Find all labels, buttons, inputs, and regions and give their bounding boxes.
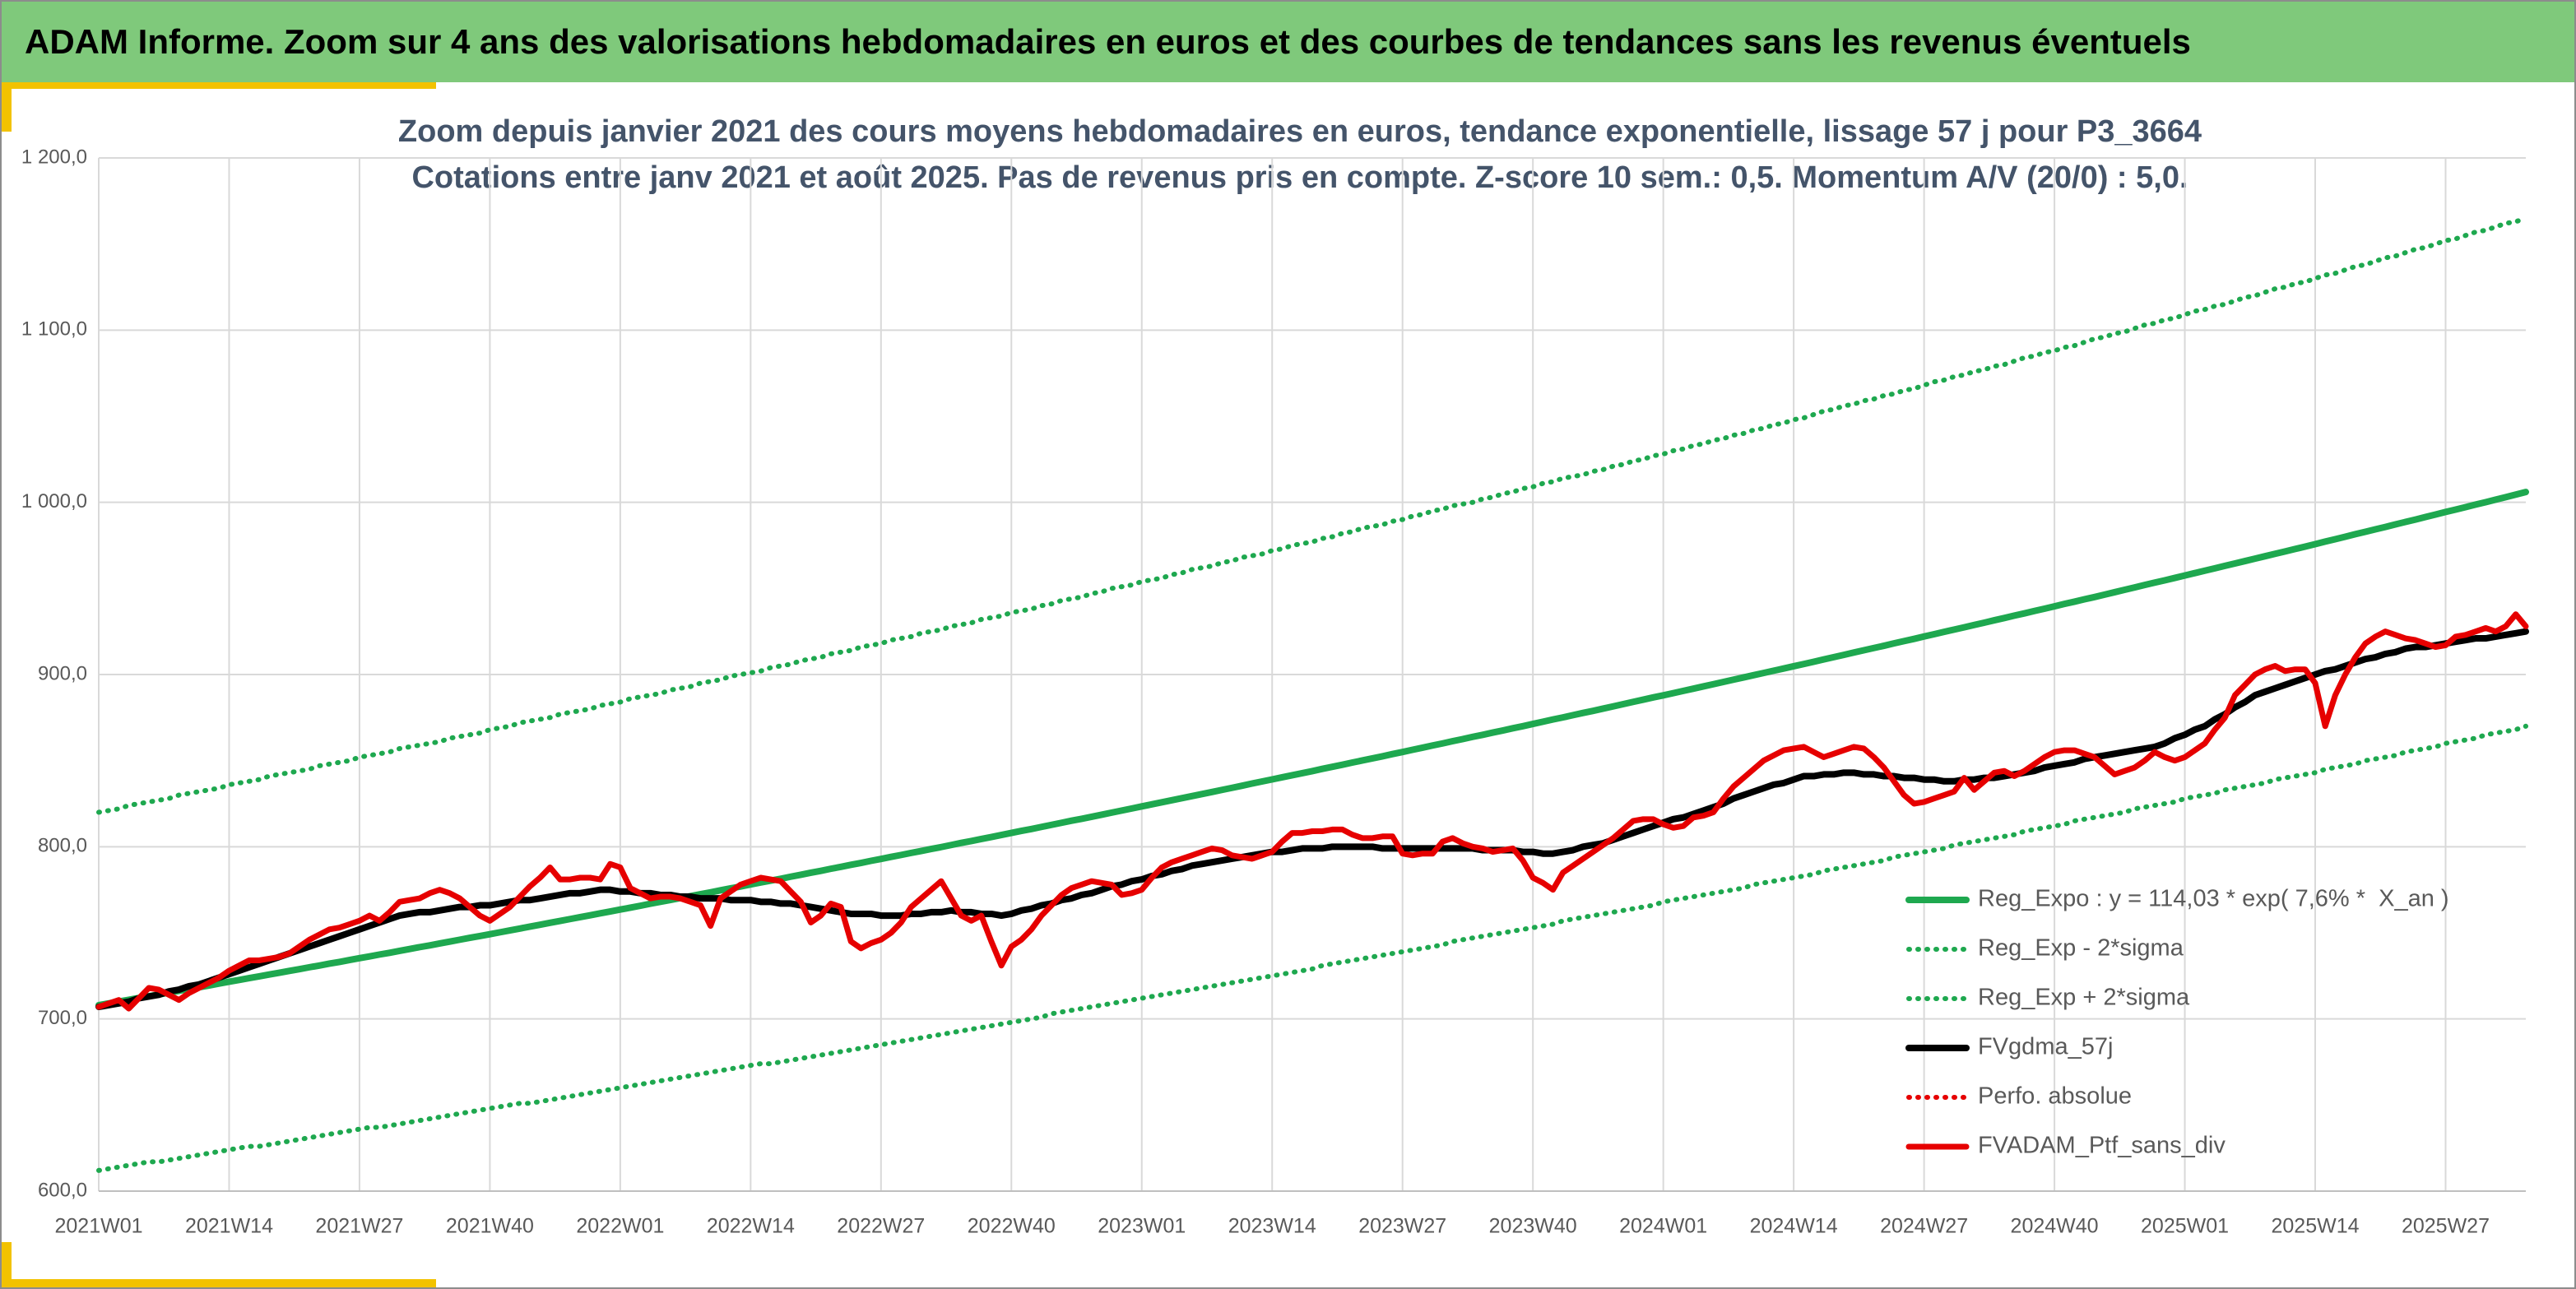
x-tick-label: 2023W14: [1228, 1215, 1316, 1238]
header-banner: [0, 0, 2576, 82]
legend-label: Reg_Exp + 2*sigma: [1978, 985, 2190, 1011]
x-tick-label: 2022W14: [707, 1215, 795, 1238]
x-tick-label: 2025W27: [2402, 1215, 2490, 1238]
legend-label: Perfo. absolue: [1978, 1083, 2132, 1110]
x-tick-label: 2022W01: [576, 1215, 664, 1238]
accent: [0, 1242, 12, 1289]
y-tick-label: 800,0: [38, 835, 87, 857]
legend-label: FVADAM_Ptf_sans_div: [1978, 1133, 2226, 1159]
x-tick-label: 2023W27: [1358, 1215, 1446, 1238]
x-tick-label: 2024W27: [1880, 1215, 1968, 1238]
y-tick-label: 1 100,0: [21, 318, 87, 341]
y-tick-label: 900,0: [38, 662, 87, 684]
x-tick-label: 2024W40: [2011, 1215, 2099, 1238]
legend: Reg_Expo : y = 114,03 * exp( 7,6% * X_an…: [1905, 886, 2449, 1159]
series-line: [96, 723, 2528, 1173]
y-tick-label: 1 200,0: [21, 146, 87, 168]
x-tick-label: 2021W27: [315, 1215, 403, 1238]
accent: [0, 82, 12, 132]
legend-label: Reg_Exp - 2*sigma: [1978, 935, 2184, 962]
x-tick-label: 2023W01: [1098, 1215, 1186, 1238]
x-tick-label: 2021W14: [185, 1215, 273, 1238]
accent: [0, 1279, 436, 1289]
grid: 600,0 700,0 800,0 900,0 1 000,0 1 100,0 1 200,…: [21, 146, 2526, 1238]
accent: [0, 82, 436, 89]
series-line: [96, 216, 2528, 815]
series-line: [95, 628, 2529, 1011]
x-tick-label: 2023W40: [1489, 1215, 1577, 1238]
y-tick-label: 700,0: [38, 1007, 87, 1029]
series-line: [95, 489, 2529, 1008]
x-tick-label: 2025W01: [2141, 1215, 2229, 1238]
x-tick-label: 2022W27: [837, 1215, 925, 1238]
chart-subtitle: Cotations entre janv 2021 et août 2025. …: [411, 160, 2188, 195]
x-tick-label: 2022W40: [968, 1215, 1056, 1238]
legend-label: FVgdma_57j: [1978, 1034, 2113, 1060]
x-tick-label: 2021W40: [446, 1215, 534, 1238]
y-tick-label: 1 000,0: [21, 490, 87, 512]
series: [95, 216, 2529, 1173]
header-title: ADAM Informe. Zoom sur 4 ans des valoris…: [25, 22, 2191, 61]
series-line: [95, 611, 2529, 1012]
x-tick-label: 2024W14: [1750, 1215, 1838, 1238]
chart-title: Zoom depuis janvier 2021 des cours moyen…: [398, 114, 2202, 149]
y-tick-label: 600,0: [38, 1179, 87, 1201]
legend-label: Reg_Expo : y = 114,03 * exp( 7,6% * X_an…: [1978, 886, 2449, 912]
x-tick-label: 2025W14: [2271, 1215, 2359, 1238]
x-tick-label: 2024W01: [1619, 1215, 1707, 1238]
x-tick-label: 2021W01: [54, 1215, 142, 1238]
